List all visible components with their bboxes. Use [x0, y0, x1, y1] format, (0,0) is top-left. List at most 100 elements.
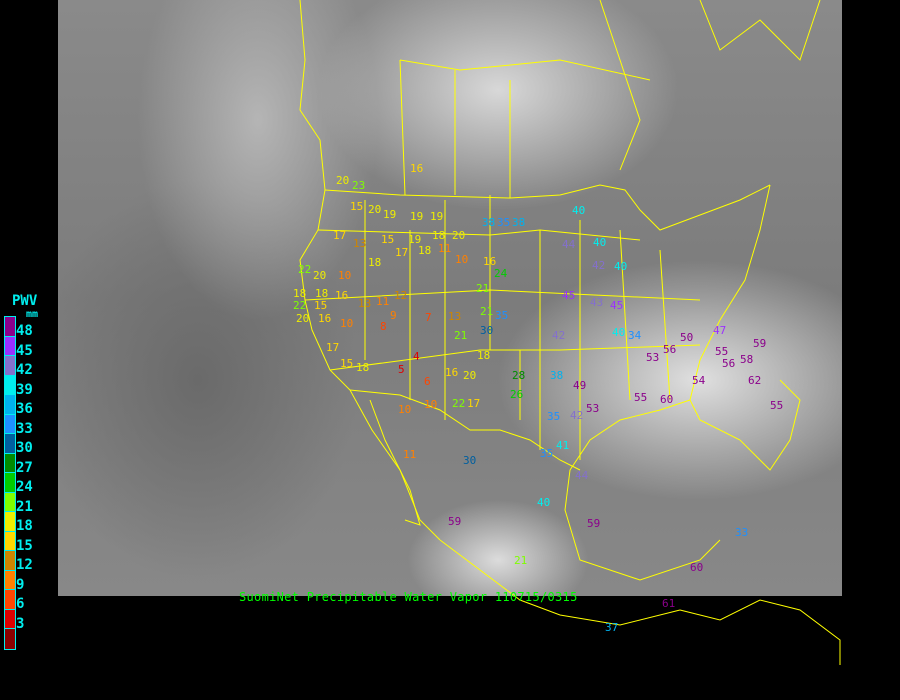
pwv-station-value: 44 — [575, 469, 589, 482]
pwv-station-value: 44 — [562, 238, 576, 251]
legend-tick: 48 — [16, 323, 33, 339]
pwv-station-value: 13 — [353, 237, 367, 250]
pwv-station-value: 8 — [380, 320, 387, 333]
pwv-station-value: 42 — [552, 329, 566, 342]
pwv-station-value: 12 — [394, 289, 408, 302]
pwv-station-value: 15 — [340, 357, 354, 370]
pwv-station-value: 11 — [438, 242, 452, 255]
state-border — [619, 229, 631, 401]
pwv-station-value: 35 — [540, 447, 554, 460]
pwv-station-value: 11 — [403, 448, 417, 461]
pwv-station-value: 60 — [660, 393, 674, 406]
pwv-station-value: 20 — [452, 229, 466, 242]
legend-tick: 18 — [16, 518, 33, 534]
pwv-station-value: 18 — [315, 287, 329, 300]
pwv-station-value: 21 — [454, 329, 468, 342]
pwv-station-value: 35 — [497, 216, 511, 229]
map-caption: SuomiNet Precipitable Water Vapor 110715… — [239, 590, 578, 604]
pwv-station-value: 21 — [514, 554, 528, 567]
legend-swatch — [5, 317, 15, 337]
state-border — [659, 249, 671, 401]
pwv-station-value: 40 — [593, 236, 607, 249]
pwv-station-value: 50 — [680, 331, 694, 344]
pwv-station-value: 35 — [547, 410, 561, 423]
pwv-station-value: 61 — [662, 597, 676, 610]
pwv-station-value: 16 — [483, 255, 497, 268]
pwv-station-value: 34 — [628, 329, 642, 342]
pwv-station-value: 15 — [314, 299, 328, 312]
legend-swatch — [5, 492, 15, 512]
legend-tick: 42 — [16, 362, 33, 378]
pwv-station-value: 30 — [463, 454, 477, 467]
pwv-station-value: 33 — [735, 526, 749, 539]
legend-swatch — [5, 570, 15, 590]
pwv-station-value: 53 — [646, 351, 660, 364]
pwv-station-value: 10 — [455, 253, 469, 266]
legend-tick: 30 — [16, 440, 33, 456]
legend-tick: 6 — [16, 596, 25, 612]
pwv-station-value: 20 — [296, 312, 310, 325]
pwv-station-value: 43 — [590, 296, 604, 309]
pwv-station-value: 5 — [398, 363, 405, 376]
east-coast — [689, 184, 801, 471]
pwv-station-value: 18 — [477, 349, 491, 362]
legend-swatch — [5, 551, 15, 571]
pwv-station-value: 56 — [722, 357, 736, 370]
legend-swatch — [5, 453, 15, 473]
legend-tick: 9 — [16, 576, 25, 593]
gulf-coast — [564, 399, 721, 581]
legend-tick: 21 — [16, 498, 33, 515]
pwv-station-value: 21 — [480, 305, 494, 318]
baja — [369, 399, 421, 526]
pwv-station-value: 18 — [432, 229, 446, 242]
legend-tick: 39 — [16, 381, 33, 398]
legend-tick: 45 — [16, 342, 33, 359]
pwv-station-value: 7 — [425, 311, 432, 324]
pwv-station-value: 18 — [418, 244, 432, 257]
state-border — [304, 289, 701, 301]
pwv-station-value: 19 — [430, 210, 444, 223]
legend-color-bar — [4, 316, 16, 650]
mexico-pacific — [439, 539, 681, 626]
pwv-station-value: 18 — [293, 287, 307, 300]
pwv-station-value: 23 — [352, 179, 366, 192]
pwv-station-value: 40 — [537, 496, 551, 509]
legend-tick: 15 — [16, 537, 33, 554]
pwv-station-value: 9 — [390, 309, 397, 322]
pwv-station-value: 10 — [340, 317, 354, 330]
pwv-station-value: 22 — [298, 263, 312, 276]
pwv-station-value: 10 — [398, 403, 412, 416]
pwv-station-value: 55 — [770, 399, 784, 412]
legend-tick: 36 — [16, 401, 33, 417]
us-mexico-border — [349, 389, 581, 471]
pwv-station-value: 10 — [338, 269, 352, 282]
pwv-station-value: 16 — [335, 289, 349, 302]
pwv-station-value: 20 — [313, 269, 327, 282]
pwv-station-value: 40 — [614, 260, 628, 273]
pwv-station-value: 47 — [713, 324, 727, 337]
pwv-station-value: 40 — [572, 204, 586, 217]
pwv-station-value: 45 — [562, 289, 576, 302]
pwv-station-value: 30 — [480, 324, 494, 337]
pwv-station-value: 62 — [748, 374, 762, 387]
pwv-station-value: 20 — [336, 174, 350, 187]
pwv-station-value: 38 — [550, 369, 564, 382]
pwv-station-value: 26 — [510, 388, 524, 401]
state-border — [317, 229, 641, 241]
legend-swatch — [5, 336, 15, 356]
legend-tick: 27 — [16, 459, 33, 476]
legend-tick: 12 — [16, 557, 33, 573]
pwv-station-value: 56 — [663, 343, 677, 356]
legend-swatch — [5, 375, 15, 395]
legend-swatch — [5, 512, 15, 532]
pwv-station-value: 15 — [381, 233, 395, 246]
pwv-station-value: 38 — [482, 216, 496, 229]
pwv-station-value: 24 — [494, 267, 508, 280]
pwv-station-value: 17 — [395, 246, 409, 259]
pwv-station-value: 59 — [753, 337, 767, 350]
pwv-station-value: 22 — [452, 397, 466, 410]
legend-swatch — [5, 531, 15, 551]
state-border — [399, 59, 651, 81]
pwv-station-value: 19 — [410, 210, 424, 223]
pwv-station-value: 6 — [424, 375, 431, 388]
